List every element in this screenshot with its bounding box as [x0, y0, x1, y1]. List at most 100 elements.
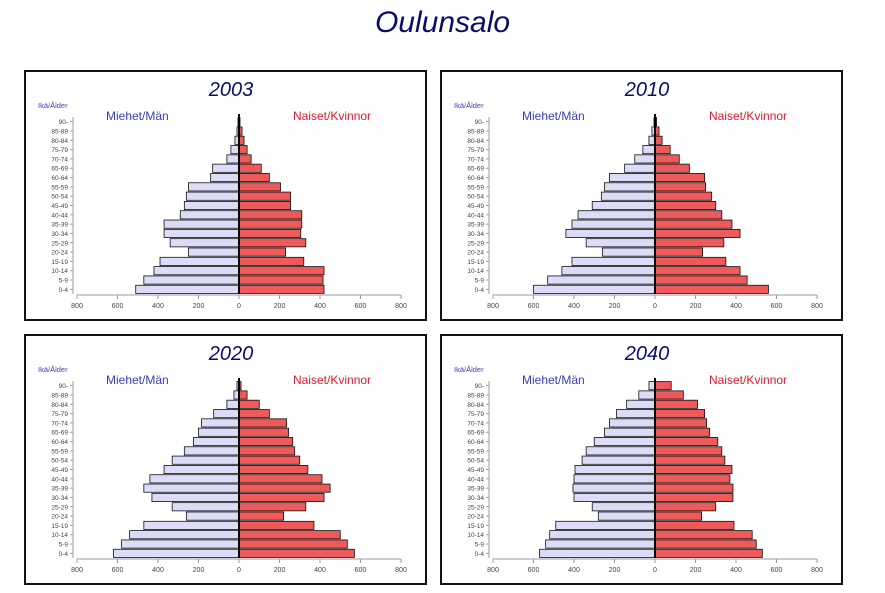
bar-female-25-29: [654, 502, 717, 512]
category-label: 25-29: [467, 240, 484, 247]
bar-male-15-19: [143, 520, 240, 530]
x-tick-label: 600: [355, 567, 367, 574]
bar-male-60-64: [609, 173, 656, 183]
pyramid-chart: 2040 Ikä/Ålder Miehet/Män Naiset/Kvinnor 0-4…: [454, 343, 823, 574]
bar-female-55-59: [238, 446, 296, 456]
x-tick-label: 400: [314, 567, 326, 574]
bar-female-65-69: [238, 427, 290, 437]
category-label: 30-34: [51, 495, 68, 502]
pyramid-panel-2: 2010 Ikä/Ålder Miehet/Män Naiset/Kvinnor 0-4…: [440, 70, 843, 321]
legend-female: Naiset/Kvinnor: [709, 373, 787, 387]
bar-female-30-34: [654, 492, 734, 502]
bar-female-10-14: [238, 530, 341, 540]
bar-male-70-74: [201, 418, 240, 428]
category-label: 75-79: [467, 147, 484, 154]
bar-female-65-69: [654, 427, 711, 437]
bar-male-85-89: [638, 390, 656, 400]
bar-male-5-9: [143, 275, 240, 285]
bar-female-35-39: [238, 219, 303, 229]
x-tick-label: 800: [71, 303, 83, 310]
bar-male-70-74: [226, 154, 240, 164]
category-label: 5-9: [475, 542, 485, 549]
bar-female-60-64: [238, 173, 270, 183]
category-label: 10-14: [467, 268, 484, 275]
bar-female-5-9: [238, 539, 348, 549]
category-label: 0-4: [59, 551, 69, 558]
bar-female-35-39: [654, 483, 734, 493]
bar-male-50-54: [581, 455, 656, 465]
category-label: 15-19: [467, 523, 484, 530]
category-label: 40-44: [467, 476, 484, 483]
x-tick-label: 800: [811, 303, 823, 310]
bar-male-0-4: [533, 284, 656, 294]
x-tick-label: 0: [653, 567, 657, 574]
pyramid-chart: 2003 Ikä/Ålder Miehet/Män Naiset/Kvinnor 0-4…: [38, 79, 407, 310]
category-label: 90-: [59, 119, 68, 126]
category-label: 0-4: [59, 287, 69, 294]
bar-female-60-64: [238, 437, 294, 447]
category-label: 60-64: [467, 439, 484, 446]
bar-female-20-24: [654, 511, 702, 521]
bar-female-40-44: [654, 210, 723, 220]
x-tick-label: 800: [487, 567, 499, 574]
category-label: 80-84: [51, 402, 68, 409]
bar-male-75-79: [616, 409, 656, 419]
bar-male-60-64: [193, 437, 240, 447]
bar-female-80-84: [238, 399, 260, 409]
bar-male-30-34: [573, 492, 656, 502]
bar-female-20-24: [238, 511, 284, 521]
bar-female-30-34: [238, 492, 325, 502]
bar-female-55-59: [654, 182, 707, 192]
pyramid-panel-1: 2003 Ikä/Ålder Miehet/Män Naiset/Kvinnor 0-4…: [24, 70, 427, 321]
category-label: 50-54: [467, 458, 484, 465]
bar-female-70-74: [654, 154, 680, 164]
bar-male-25-29: [171, 502, 240, 512]
category-label: 70-74: [51, 420, 68, 427]
bar-female-75-79: [654, 145, 671, 155]
bar-male-15-19: [159, 256, 240, 266]
panel-title: 2010: [624, 79, 670, 101]
x-tick-label: 600: [771, 567, 783, 574]
category-label: 65-69: [467, 166, 484, 173]
bar-male-20-24: [601, 247, 656, 257]
bar-male-5-9: [547, 275, 656, 285]
bar-female-50-54: [238, 191, 292, 201]
x-tick-label: 600: [771, 303, 783, 310]
category-label: 50-54: [51, 458, 68, 465]
x-tick-label: 600: [528, 567, 540, 574]
bar-male-20-24: [185, 511, 240, 521]
bar-female-80-84: [654, 399, 698, 409]
bar-female-45-49: [238, 201, 292, 210]
legend-female: Naiset/Kvinnor: [293, 109, 371, 123]
bar-female-65-69: [238, 163, 262, 173]
category-label: 5-9: [59, 542, 69, 549]
bar-female-15-19: [654, 520, 735, 530]
bar-female-75-79: [238, 145, 248, 155]
bar-female-25-29: [238, 238, 307, 248]
x-tick-label: 400: [152, 303, 164, 310]
bar-female-40-44: [238, 474, 323, 484]
bar-male-10-14: [153, 266, 240, 276]
x-tick-label: 200: [609, 567, 621, 574]
x-tick-label: 400: [152, 567, 164, 574]
bar-male-10-14: [129, 530, 240, 540]
x-tick-label: 0: [653, 303, 657, 310]
category-label: 55-59: [51, 184, 68, 191]
bar-male-55-59: [603, 182, 656, 192]
bar-female-70-74: [654, 418, 708, 428]
category-label: 45-49: [51, 467, 68, 474]
category-label: 15-19: [467, 259, 484, 266]
bar-female-15-19: [654, 256, 727, 266]
bar-male-0-4: [135, 284, 240, 294]
bar-male-35-39: [163, 219, 240, 229]
bar-female-35-39: [654, 219, 733, 229]
bar-male-55-59: [187, 182, 240, 192]
category-label: 85-89: [467, 128, 484, 135]
bar-male-35-39: [571, 219, 656, 229]
panel-title: 2003: [208, 79, 254, 101]
category-label: 55-59: [467, 184, 484, 191]
x-tick-label: 800: [395, 567, 407, 574]
category-label: 55-59: [467, 448, 484, 455]
x-tick-label: 200: [274, 567, 286, 574]
bar-male-55-59: [183, 446, 240, 456]
